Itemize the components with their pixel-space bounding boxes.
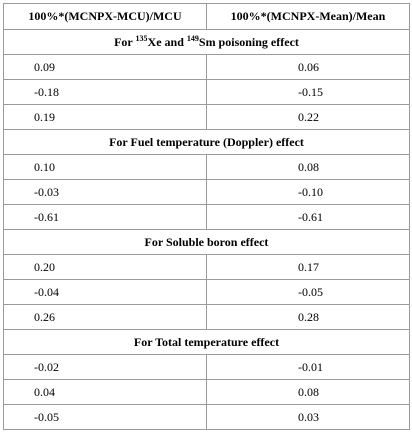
table-row: -0.03 -0.10: [3, 179, 410, 205]
column-header-mean: 100%*(MCNPX-Mean)/Mean: [206, 3, 410, 30]
section-title-doppler: For Fuel temperature (Doppler) effect: [3, 129, 410, 155]
mcu-value: 0.09: [3, 54, 207, 80]
header-row: 100%*(MCNPX-MCU)/MCU 100%*(MCNPX-Mean)/M…: [3, 3, 410, 30]
results-table: 100%*(MCNPX-MCU)/MCU 100%*(MCNPX-Mean)/M…: [3, 3, 410, 430]
mean-value: -0.10: [206, 179, 410, 205]
section-row: For Soluble boron effect: [3, 229, 410, 255]
section-title-boron: For Soluble boron effect: [3, 229, 410, 255]
mcu-value: 0.19: [3, 104, 207, 130]
mcu-value: 0.20: [3, 254, 207, 280]
mean-value: -0.15: [206, 79, 410, 105]
table-row: 0.04 0.08: [3, 379, 410, 405]
mean-value: -0.05: [206, 279, 410, 305]
table-row: -0.18 -0.15: [3, 79, 410, 105]
table-row: 0.09 0.06: [3, 54, 410, 80]
table-row: 0.20 0.17: [3, 254, 410, 280]
table-row: 0.10 0.08: [3, 154, 410, 180]
mean-value: 0.22: [206, 104, 410, 130]
mcu-value: -0.02: [3, 354, 207, 380]
table-row: 0.19 0.22: [3, 104, 410, 130]
table-row: 0.26 0.28: [3, 304, 410, 330]
mcu-value: 0.26: [3, 304, 207, 330]
mcu-value: -0.18: [3, 79, 207, 105]
mcu-value: -0.05: [3, 404, 207, 430]
mcu-value: 0.10: [3, 154, 207, 180]
mean-value: -0.61: [206, 204, 410, 230]
mcu-value: 0.04: [3, 379, 207, 405]
mcu-value: -0.61: [3, 204, 207, 230]
column-header-mcu: 100%*(MCNPX-MCU)/MCU: [3, 3, 207, 30]
section-row: For 135Xe and 149Sm poisoning effect: [3, 29, 410, 55]
mean-value: 0.08: [206, 379, 410, 405]
mean-value: 0.03: [206, 404, 410, 430]
mcu-value: -0.03: [3, 179, 207, 205]
section-title-poisoning: For 135Xe and 149Sm poisoning effect: [3, 29, 410, 55]
section-title-total-temperature: For Total temperature effect: [3, 329, 410, 355]
mean-value: 0.08: [206, 154, 410, 180]
table-row: -0.04 -0.05: [3, 279, 410, 305]
table-row: -0.61 -0.61: [3, 204, 410, 230]
mcu-value: -0.04: [3, 279, 207, 305]
table-row: -0.05 0.03: [3, 404, 410, 430]
table-row: -0.02 -0.01: [3, 354, 410, 380]
mean-value: 0.17: [206, 254, 410, 280]
mean-value: -0.01: [206, 354, 410, 380]
mean-value: 0.06: [206, 54, 410, 80]
mean-value: 0.28: [206, 304, 410, 330]
section-row: For Fuel temperature (Doppler) effect: [3, 129, 410, 155]
section-row: For Total temperature effect: [3, 329, 410, 355]
